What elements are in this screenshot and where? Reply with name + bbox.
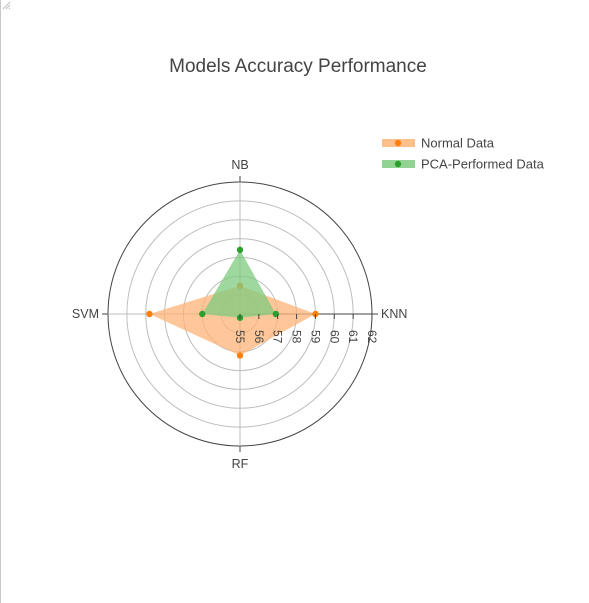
- radial-tick-label: 59: [308, 330, 322, 344]
- data-point-pca-performed-data-svm[interactable]: [199, 310, 206, 318]
- legend-item-normal-data[interactable]: Normal Data: [382, 136, 495, 151]
- chart-title: Models Accuracy Performance: [169, 56, 427, 77]
- angular-axis-labels: KNN NB SVM RF: [72, 158, 408, 471]
- axis-label-nb: NB: [231, 158, 248, 172]
- legend-marker: [394, 160, 402, 168]
- legend-marker: [394, 139, 402, 147]
- data-point-normal-data-rf[interactable]: [236, 352, 244, 359]
- radial-tick-label: 58: [290, 330, 304, 344]
- legend-label: PCA-Performed Data: [421, 157, 545, 172]
- data-point-pca-performed-data-nb[interactable]: [236, 246, 244, 254]
- series-layer: [146, 246, 319, 359]
- radial-tick-label: 56: [252, 330, 266, 344]
- radial-tick-label: 60: [327, 330, 341, 344]
- series-area-normal-data[interactable]: [149, 285, 316, 356]
- radial-tick-label: 62: [365, 330, 379, 344]
- legend-item-pca-performed-data[interactable]: PCA-Performed Data: [382, 157, 545, 172]
- resize-grip-icon[interactable]: [1, 0, 11, 10]
- axis-label-rf: RF: [232, 457, 249, 471]
- legend[interactable]: Normal Data PCA-Performed Data: [382, 136, 545, 172]
- series-area-pca-performed-data[interactable]: [202, 249, 276, 318]
- axis-label-svm: SVM: [72, 307, 99, 321]
- radial-tick-label: 55: [233, 330, 247, 344]
- legend-label: Normal Data: [421, 136, 495, 151]
- data-point-normal-data-svm[interactable]: [146, 310, 153, 318]
- axis-label-knn: KNN: [381, 307, 407, 321]
- radial-tick-label: 57: [271, 330, 285, 344]
- radial-tick-label: 61: [346, 330, 360, 344]
- radial-ticks: 55 56 57 58 59 60 61 62: [233, 314, 379, 344]
